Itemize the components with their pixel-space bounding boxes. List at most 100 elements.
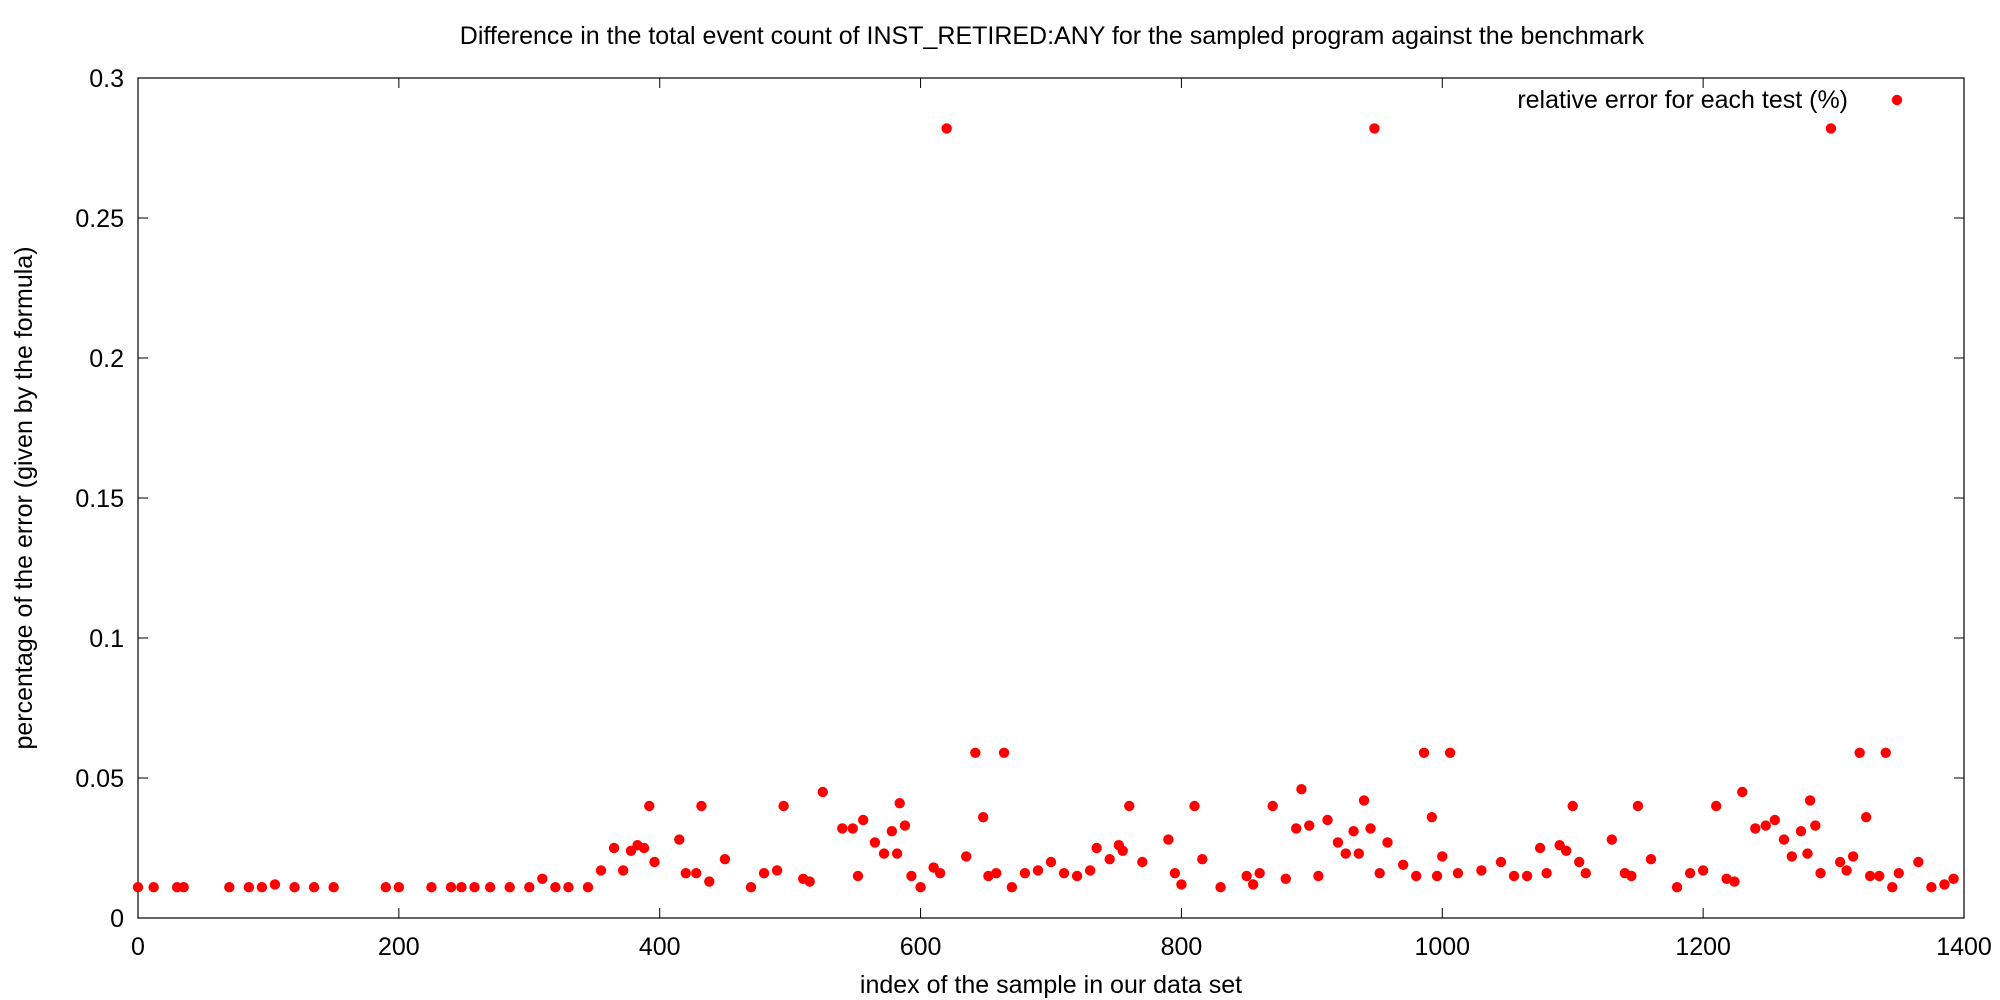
x-tick-label: 1200 — [1675, 933, 1731, 961]
y-tick-label: 0.1 — [89, 625, 124, 653]
y-tick-label: 0.05 — [75, 765, 124, 793]
data-point — [745, 882, 757, 893]
data-point — [691, 868, 702, 879]
x-tick-label: 1000 — [1414, 933, 1470, 961]
data-point — [1426, 812, 1438, 823]
data-point — [1353, 848, 1365, 859]
data-point — [1671, 882, 1683, 893]
data-point — [1815, 868, 1826, 879]
data-point — [1411, 870, 1422, 882]
data-point — [878, 848, 890, 859]
y-axis-label: percentage of the error (given by the fo… — [10, 246, 38, 749]
data-point — [1189, 800, 1200, 812]
data-point — [1431, 870, 1443, 882]
data-point — [1737, 786, 1748, 798]
data-point — [899, 820, 911, 831]
data-point — [1632, 800, 1644, 812]
data-point — [1893, 868, 1904, 879]
data-point — [915, 882, 926, 893]
data-point — [970, 747, 981, 758]
data-point — [1476, 865, 1487, 876]
data-point — [1365, 823, 1376, 834]
data-point — [644, 800, 655, 812]
data-points — [132, 123, 1959, 893]
data-point — [1169, 868, 1181, 879]
data-point — [1358, 795, 1370, 806]
x-tick-label: 800 — [1161, 933, 1203, 961]
x-tick-label: 0 — [131, 933, 145, 961]
data-point — [504, 882, 515, 893]
data-point — [1567, 800, 1578, 812]
data-point — [537, 873, 548, 884]
data-point — [1058, 868, 1070, 879]
data-point — [1241, 870, 1252, 882]
data-point — [1804, 795, 1816, 806]
data-point — [1721, 873, 1732, 884]
data-point — [1948, 873, 1959, 884]
data-point — [1247, 879, 1259, 890]
data-point — [758, 868, 770, 879]
data-point — [934, 868, 946, 879]
data-point — [1810, 820, 1821, 831]
data-point — [1606, 834, 1618, 845]
data-point — [1880, 747, 1891, 758]
data-point — [380, 882, 392, 893]
data-point — [1382, 837, 1393, 848]
data-point — [894, 798, 905, 809]
data-point — [1926, 882, 1937, 893]
data-point — [719, 854, 731, 865]
data-point — [1176, 879, 1187, 890]
y-tick-label: 0.15 — [75, 485, 124, 513]
data-point — [1267, 800, 1278, 812]
data-point — [886, 826, 898, 837]
data-point — [1750, 823, 1761, 834]
data-point — [1626, 870, 1637, 882]
data-point — [224, 882, 235, 893]
data-point — [1834, 856, 1846, 868]
data-point — [243, 882, 255, 893]
data-point — [983, 870, 994, 882]
x-tick-label: 600 — [900, 933, 942, 961]
y-tick-label: 0.2 — [89, 345, 124, 373]
chart-title: Difference in the total event count of I… — [460, 22, 1645, 50]
data-point — [1786, 851, 1798, 862]
data-point — [1291, 823, 1302, 834]
data-point — [1452, 868, 1464, 879]
data-point — [1913, 856, 1924, 868]
data-point — [1137, 856, 1148, 868]
data-point — [484, 882, 496, 893]
data-point — [1825, 123, 1837, 134]
data-point — [1684, 868, 1696, 879]
data-point — [998, 747, 1010, 758]
data-point — [1710, 800, 1722, 812]
data-point — [1254, 868, 1265, 879]
x-tick-label: 400 — [639, 933, 681, 961]
data-point — [869, 837, 881, 848]
data-point — [991, 868, 1002, 879]
data-point — [771, 865, 783, 876]
data-point — [1215, 882, 1226, 893]
data-point — [617, 865, 629, 876]
y-tick-label: 0 — [110, 905, 124, 933]
data-point — [1854, 747, 1865, 758]
data-point — [1887, 882, 1898, 893]
data-point — [1296, 784, 1307, 795]
y-tick-label: 0.3 — [89, 65, 124, 93]
data-point — [1340, 848, 1351, 859]
data-point — [1280, 873, 1291, 884]
data-point — [1374, 868, 1385, 879]
data-point — [1697, 865, 1709, 876]
data-point — [328, 882, 339, 893]
data-point — [1304, 820, 1315, 831]
data-point — [308, 882, 320, 893]
data-point — [1091, 842, 1102, 854]
data-point — [1071, 870, 1083, 882]
data-point — [1006, 882, 1018, 893]
data-point — [857, 814, 869, 826]
data-point — [804, 876, 815, 887]
data-point — [680, 868, 691, 879]
data-point — [1197, 854, 1208, 865]
data-point — [148, 882, 159, 893]
data-point — [778, 800, 789, 812]
